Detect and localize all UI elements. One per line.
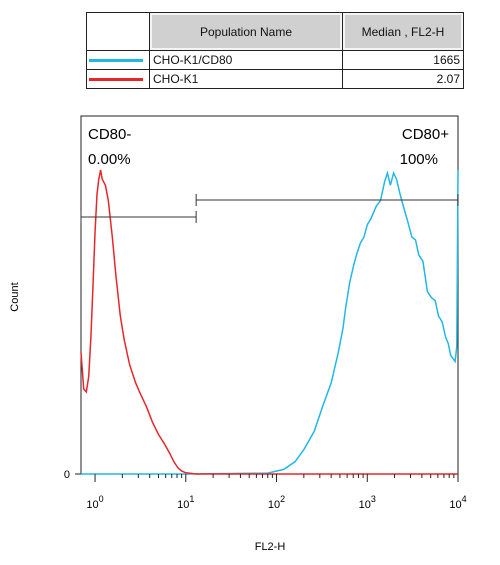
- series-layer: [80, 169, 459, 475]
- x-axis: 100 101 102 103 104: [75, 473, 467, 511]
- series-line-2: [80, 169, 458, 475]
- legend-row-median: 1665: [342, 50, 464, 70]
- gate-label-pos: CD80+: [402, 126, 449, 143]
- gate-percent-neg: 0.00%: [88, 151, 131, 168]
- x-tick-label: 101: [177, 494, 194, 511]
- legend-header-swatch: [86, 12, 150, 51]
- plot-frame: [80, 115, 459, 475]
- y-axis-label: Count: [9, 282, 21, 311]
- series-line-1: [81, 169, 459, 475]
- legend-swatch-cell: [86, 69, 150, 89]
- legend-header-median: Median , FL2-H: [342, 12, 464, 51]
- x-tick-label: 103: [359, 494, 376, 511]
- gate-layer: [80, 194, 459, 223]
- x-tick-label: 104: [449, 494, 466, 511]
- legend-table: Population Name Median , FL2-H CHO-K1/CD…: [86, 12, 464, 89]
- legend-row: CHO-K1 2.07: [86, 69, 464, 89]
- y-tick-label: 0: [64, 469, 70, 481]
- legend-swatch: [89, 58, 143, 62]
- x-tick-label: 100: [86, 494, 103, 511]
- legend-row-name: CHO-K1: [149, 69, 343, 89]
- x-tick-label: 102: [268, 494, 285, 511]
- x-axis-label: FL2-H: [255, 541, 286, 553]
- legend-row-median: 2.07: [342, 69, 464, 89]
- gate-label-neg: CD80-: [88, 126, 131, 143]
- legend-swatch: [89, 77, 143, 81]
- gate-percent-pos: 100%: [400, 151, 438, 168]
